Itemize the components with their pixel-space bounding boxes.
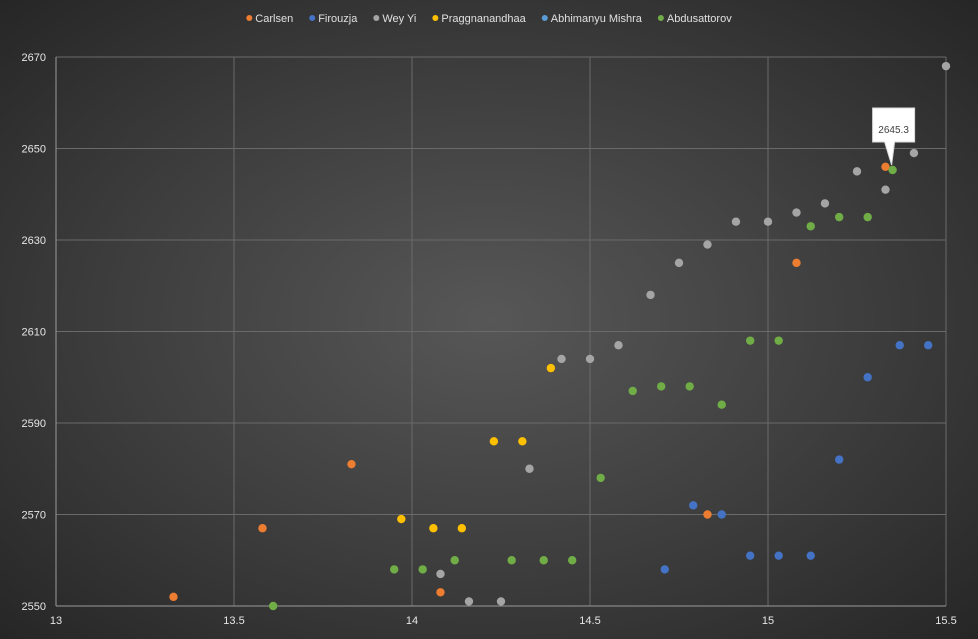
data-point — [390, 565, 399, 574]
data-point — [909, 148, 919, 158]
y-tick-label: 2630 — [22, 235, 46, 247]
data-point — [268, 601, 278, 611]
y-tick-label: 2590 — [22, 418, 46, 430]
data-point — [774, 551, 783, 560]
data-point — [614, 341, 623, 350]
data-point — [525, 464, 534, 473]
x-tick-label: 13.5 — [223, 615, 244, 627]
data-point — [518, 437, 527, 446]
data-point — [703, 240, 712, 249]
data-point — [347, 459, 356, 469]
legend-marker — [657, 15, 664, 21]
data-point — [450, 556, 459, 565]
legend-marker — [541, 15, 548, 21]
data-point — [792, 258, 801, 268]
data-point — [539, 556, 548, 565]
y-tick-label: 2610 — [22, 327, 46, 339]
data-point — [457, 524, 467, 533]
callout-label: 2645.3 — [878, 125, 909, 136]
data-point — [689, 501, 698, 510]
y-tick-label: 2550 — [22, 601, 46, 613]
legend-label: Carlsen — [255, 13, 293, 25]
x-tick-label: 13 — [50, 615, 62, 627]
data-point — [731, 217, 741, 226]
data-point — [397, 514, 406, 524]
data-point — [418, 565, 427, 574]
data-point — [258, 524, 267, 533]
data-point — [685, 382, 694, 391]
data-point — [596, 473, 605, 483]
data-point — [436, 588, 445, 597]
data-point — [746, 551, 755, 560]
data-point — [464, 597, 474, 606]
data-point — [881, 162, 890, 171]
legend-label: Wey Yi — [382, 13, 416, 25]
legend-marker — [432, 15, 439, 21]
data-point — [881, 185, 890, 194]
data-point — [507, 556, 516, 565]
legend-label: Abdusattorov — [667, 13, 732, 25]
x-tick-label: 14 — [406, 615, 418, 627]
data-point — [646, 290, 655, 300]
data-point — [436, 569, 445, 579]
data-point — [717, 510, 726, 519]
x-tick-label: 15 — [762, 615, 774, 627]
data-point — [703, 510, 712, 519]
data-point — [924, 341, 933, 350]
data-point — [746, 336, 755, 345]
y-tick-label: 2650 — [22, 144, 46, 156]
data-point — [820, 199, 830, 208]
legend: Carlsen Firouzja Wey Yi Praggnanandhaa Abhim… — [246, 13, 732, 25]
data-point — [489, 437, 499, 446]
data-point — [546, 363, 556, 373]
data-point — [888, 165, 897, 175]
data-point — [806, 551, 815, 560]
data-point — [496, 597, 506, 606]
data-point — [429, 524, 438, 533]
data-point — [806, 222, 815, 231]
data-point — [941, 61, 951, 71]
y-tick-label: 2670 — [22, 52, 46, 64]
series-praggnanandhaa — [397, 363, 556, 533]
data-point — [835, 212, 844, 222]
legend-marker — [309, 15, 316, 21]
data-point — [774, 336, 783, 345]
series-wey-yi — [436, 61, 951, 606]
legend-label: Abhimanyu Mishra — [551, 13, 643, 25]
legend-label: Praggnanandhaa — [441, 13, 526, 25]
data-point — [674, 258, 684, 268]
data-point — [657, 382, 666, 391]
legend-label: Firouzja — [318, 13, 358, 25]
data-point — [557, 354, 566, 364]
data-point — [660, 565, 669, 574]
x-tick-label: 15.5 — [935, 615, 956, 627]
legend-marker — [373, 15, 380, 21]
data-point — [895, 341, 904, 350]
data-point — [852, 167, 862, 176]
gridlines — [56, 56, 947, 606]
data-point — [585, 354, 595, 364]
series-carlsen — [169, 162, 890, 602]
data-point — [717, 400, 726, 409]
data-point — [863, 212, 872, 222]
legend-marker — [246, 15, 253, 21]
callout-box — [872, 107, 916, 166]
data-point — [568, 556, 577, 565]
data-callout: 2645.3 — [872, 107, 916, 166]
data-point — [763, 217, 773, 226]
series-firouzja — [660, 341, 933, 574]
data-point — [863, 373, 872, 382]
data-point — [628, 386, 637, 396]
y-tick-label: 2570 — [22, 510, 46, 522]
x-tick-label: 14.5 — [579, 615, 600, 627]
series-abdusattorov — [268, 165, 897, 611]
data-point — [792, 208, 801, 217]
data-point — [169, 592, 178, 602]
data-point — [835, 455, 844, 464]
